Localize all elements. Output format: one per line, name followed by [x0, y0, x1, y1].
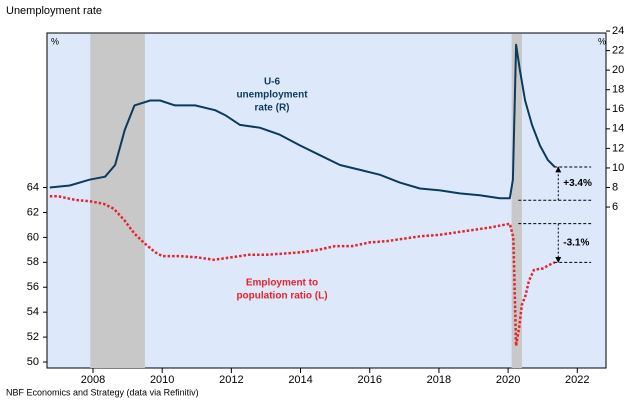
y2-tick-label: 10	[612, 162, 624, 174]
recession-shade	[511, 34, 522, 368]
x-tick-label: 2012	[219, 374, 243, 386]
y-tick-label: 58	[27, 256, 39, 268]
y2-tick-label: 8	[612, 181, 618, 193]
y2-tick-label: 12	[612, 142, 624, 154]
annotation: unemployment	[236, 90, 308, 101]
x-tick-label: 2018	[427, 374, 451, 386]
y-axis-label: %	[51, 36, 59, 46]
y2-tick-label: 24	[612, 25, 624, 37]
y2-tick-label: 14	[612, 123, 624, 135]
annotation: population ratio (L)	[236, 291, 327, 302]
x-tick-label: 2020	[496, 374, 520, 386]
change-label: -3.1%	[563, 238, 589, 249]
x-tick-label: 2008	[81, 374, 105, 386]
y-tick-label: 62	[27, 206, 39, 218]
y-tick-label: 54	[27, 306, 39, 318]
y-tick-label: 60	[27, 231, 39, 243]
recession-shade	[90, 34, 145, 368]
annotation: rate (R)	[254, 103, 289, 114]
change-label: +3.4%	[563, 178, 592, 189]
series-line	[49, 195, 556, 348]
x-tick-label: 2010	[150, 374, 174, 386]
x-tick-label: 2022	[565, 374, 589, 386]
y-tick-label: 50	[27, 356, 39, 368]
x-tick-label: 2014	[288, 374, 312, 386]
source: NBF Economics and Strategy (data via Ref…	[6, 387, 199, 397]
y-tick-label: 56	[27, 281, 39, 293]
y2-axis-label: %	[598, 36, 606, 46]
annotation: U-6	[264, 77, 281, 88]
annotation: Employment to	[246, 278, 318, 289]
y2-tick-label: 16	[612, 103, 624, 115]
y-tick-label: 64	[27, 181, 39, 193]
y2-tick-label: 18	[612, 84, 624, 96]
y2-tick-label: 6	[612, 201, 618, 213]
x-tick-label: 2016	[357, 374, 381, 386]
y-tick-label: 52	[27, 331, 39, 343]
y2-tick-label: 20	[612, 64, 624, 76]
y2-tick-label: 22	[612, 45, 624, 57]
chart-title: Unemployment rate	[6, 5, 102, 17]
series-line	[49, 43, 556, 200]
